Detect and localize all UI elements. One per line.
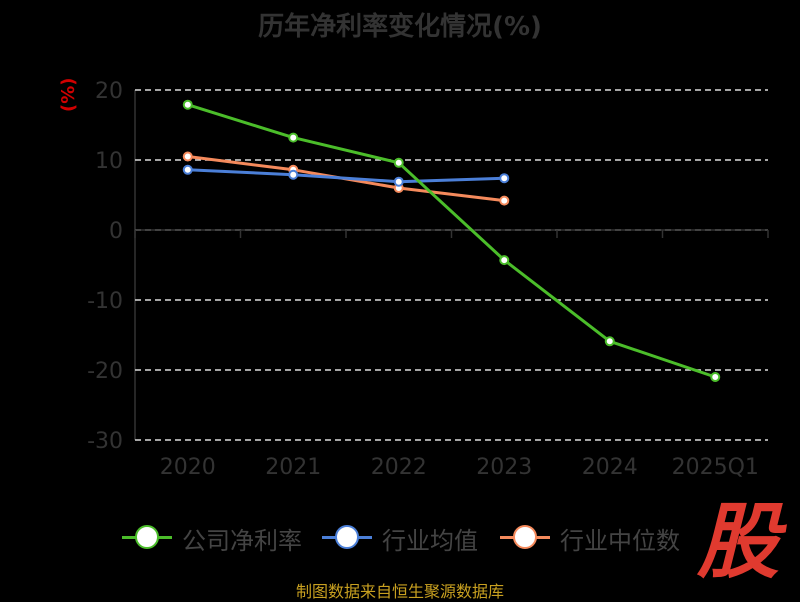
watermark-logo: 股 [697, 495, 779, 590]
y-tick-label: -30 [87, 429, 123, 454]
source-note: 制图数据来自恒生聚源数据库 [295, 582, 504, 601]
legend: 公司净利率 行业均值 行业中位数 [0, 518, 800, 558]
data-point [499, 195, 510, 206]
data-point [182, 151, 193, 162]
data-point [499, 255, 510, 266]
legend-label-industry-mean: 行业均值 [382, 526, 478, 555]
data-point [710, 372, 721, 382]
legend-marker-company [122, 518, 172, 558]
legend-item-company[interactable]: 公司净利率 [122, 518, 302, 558]
legend-marker-industry-mean [322, 518, 372, 558]
legend-label-industry-median: 行业中位数 [560, 526, 680, 555]
y-tick-label: 0 [109, 219, 123, 244]
data-point [182, 99, 193, 110]
legend-item-industry-mean[interactable]: 行业均值 [322, 518, 478, 558]
legend-marker-industry-median [500, 518, 550, 558]
series-line [187, 168, 505, 184]
y-tick-label: -20 [87, 359, 123, 384]
legend-item-industry-median[interactable]: 行业中位数 [500, 518, 680, 558]
y-tick-label: -10 [87, 289, 123, 314]
data-point [499, 173, 510, 184]
data-point [393, 176, 404, 187]
x-tick-label: 2022 [371, 455, 427, 480]
legend-label-company: 公司净利率 [182, 526, 302, 555]
data-point [604, 336, 615, 347]
x-tick-label: 2021 [265, 455, 321, 480]
chart-title: 历年净利率变化情况(%) [258, 12, 542, 42]
data-point [288, 132, 299, 143]
data-point [393, 157, 404, 168]
data-point [182, 164, 193, 175]
data-point [288, 169, 299, 180]
series-line [187, 103, 716, 379]
y-tick-label: 10 [95, 149, 123, 174]
x-tick-label: 2023 [476, 455, 532, 480]
y-tick-label: 20 [95, 79, 123, 104]
x-tick-label: 2024 [582, 455, 638, 480]
x-tick-label: 2020 [160, 455, 216, 480]
x-tick-label: 2025Q1 [672, 455, 759, 480]
